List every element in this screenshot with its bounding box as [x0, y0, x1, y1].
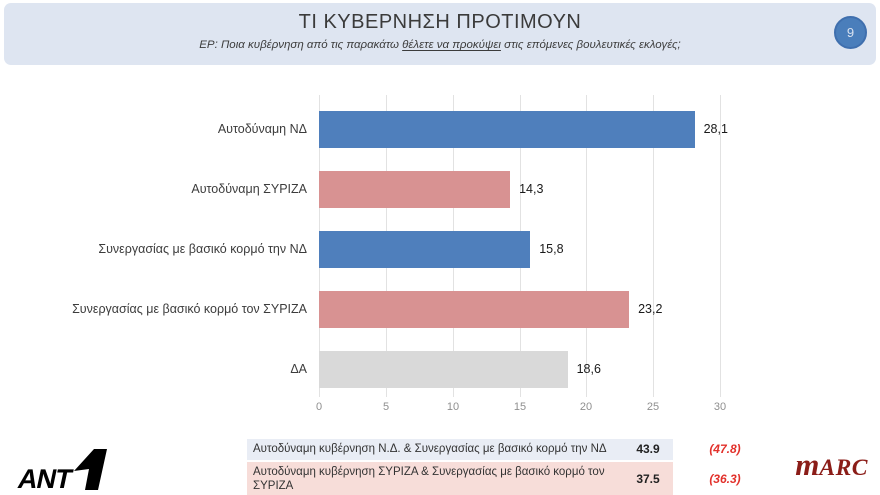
category-label: Συνεργασίας με βασικό κορμό την ΝΔ — [98, 242, 307, 256]
header: ΤΙ ΚΥΒΕΡΝΗΣΗ ΠΡΟΤΙΜΟΥΝ ΕΡ: Ποια κυβέρνησ… — [4, 3, 876, 65]
row-value: 43.9 — [636, 442, 660, 457]
table-row: Αυτοδύναμη κυβέρνηση Ν.Δ. & Συνεργασίας … — [247, 439, 761, 460]
row-label: Αυτοδύναμη κυβέρνηση Ν.Δ. & Συνεργασίας … — [253, 443, 607, 455]
x-tick-label: 0 — [315, 401, 323, 413]
marc-logo-m: m — [795, 447, 820, 482]
subtitle-suffix: στις επόμενες βουλευτικές εκλογές; — [500, 39, 681, 51]
ant1-logo-text: ANT — [16, 463, 76, 492]
x-axis: 0 5 10 15 20 25 30 — [315, 401, 726, 417]
category-label: ΔΑ — [290, 362, 307, 376]
bar — [319, 231, 531, 268]
x-tick-label: 25 — [646, 401, 660, 413]
bar-value-label: 23,2 — [638, 301, 663, 316]
gridline — [586, 95, 587, 397]
bar-value-label: 18,6 — [576, 361, 601, 376]
row-paren-value: (36.3) — [709, 472, 741, 487]
gridline — [653, 95, 654, 397]
x-tick-label: 10 — [446, 401, 460, 413]
page-title: ΤΙ ΚΥΒΕΡΝΗΣΗ ΠΡΟΤΙΜΟΥΝ — [298, 11, 582, 33]
ant1-logo-one — [74, 449, 107, 490]
category-label: Αυτοδύναμη ΣΥΡΙΖΑ — [191, 182, 307, 196]
table-row-main: Αυτοδύναμη κυβέρνηση Ν.Δ. & Συνεργασίας … — [247, 439, 673, 460]
page-number-badge: 9 — [834, 16, 867, 49]
subtitle-prefix: ΕΡ: Ποια κυβέρνηση από τις παρακάτω — [199, 39, 403, 51]
category-label: Αυτοδύναμη ΝΔ — [217, 122, 307, 136]
row-value: 37.5 — [636, 472, 660, 487]
bar-value-label: 14,3 — [519, 181, 544, 196]
bar — [319, 291, 630, 328]
summary-table: Αυτοδύναμη κυβέρνηση Ν.Δ. & Συνεργασίας … — [247, 439, 761, 495]
bar — [319, 351, 568, 388]
marc-logo-arc: ARC — [819, 455, 868, 481]
bar-value-label: 28,1 — [703, 121, 728, 136]
x-tick-label: 5 — [382, 401, 390, 413]
subtitle: ΕΡ: Ποια κυβέρνηση από τις παρακάτω θέλε… — [4, 39, 876, 51]
x-tick-label: 30 — [713, 401, 727, 413]
bar — [319, 171, 511, 208]
table-row-main: Αυτοδύναμη κυβέρνηση ΣΥΡΙΖΑ & Συνεργασία… — [247, 461, 673, 495]
ant1-logo: ANT — [15, 444, 108, 495]
plot-area: 28,1 14,3 15,8 23,2 18,6 — [319, 95, 728, 397]
bar-value-label: 15,8 — [539, 241, 564, 256]
x-tick-label: 20 — [579, 401, 593, 413]
category-label: Συνεργασίας με βασικό κορμό τον ΣΥΡΙΖΑ — [72, 302, 307, 316]
x-tick-label: 15 — [513, 401, 527, 413]
bar — [319, 111, 695, 148]
marc-logo: mARC — [795, 449, 868, 481]
row-paren-value: (47.8) — [709, 442, 741, 457]
row-label: Αυτοδύναμη κυβέρνηση ΣΥΡΙΖΑ & Συνεργασία… — [253, 465, 605, 493]
table-row: Αυτοδύναμη κυβέρνηση ΣΥΡΙΖΑ & Συνεργασία… — [247, 461, 761, 495]
subtitle-underlined: θέλετε να προκύψει — [402, 39, 501, 51]
ant1-logo-graphic: ANT — [15, 449, 107, 494]
gridline — [720, 95, 721, 397]
